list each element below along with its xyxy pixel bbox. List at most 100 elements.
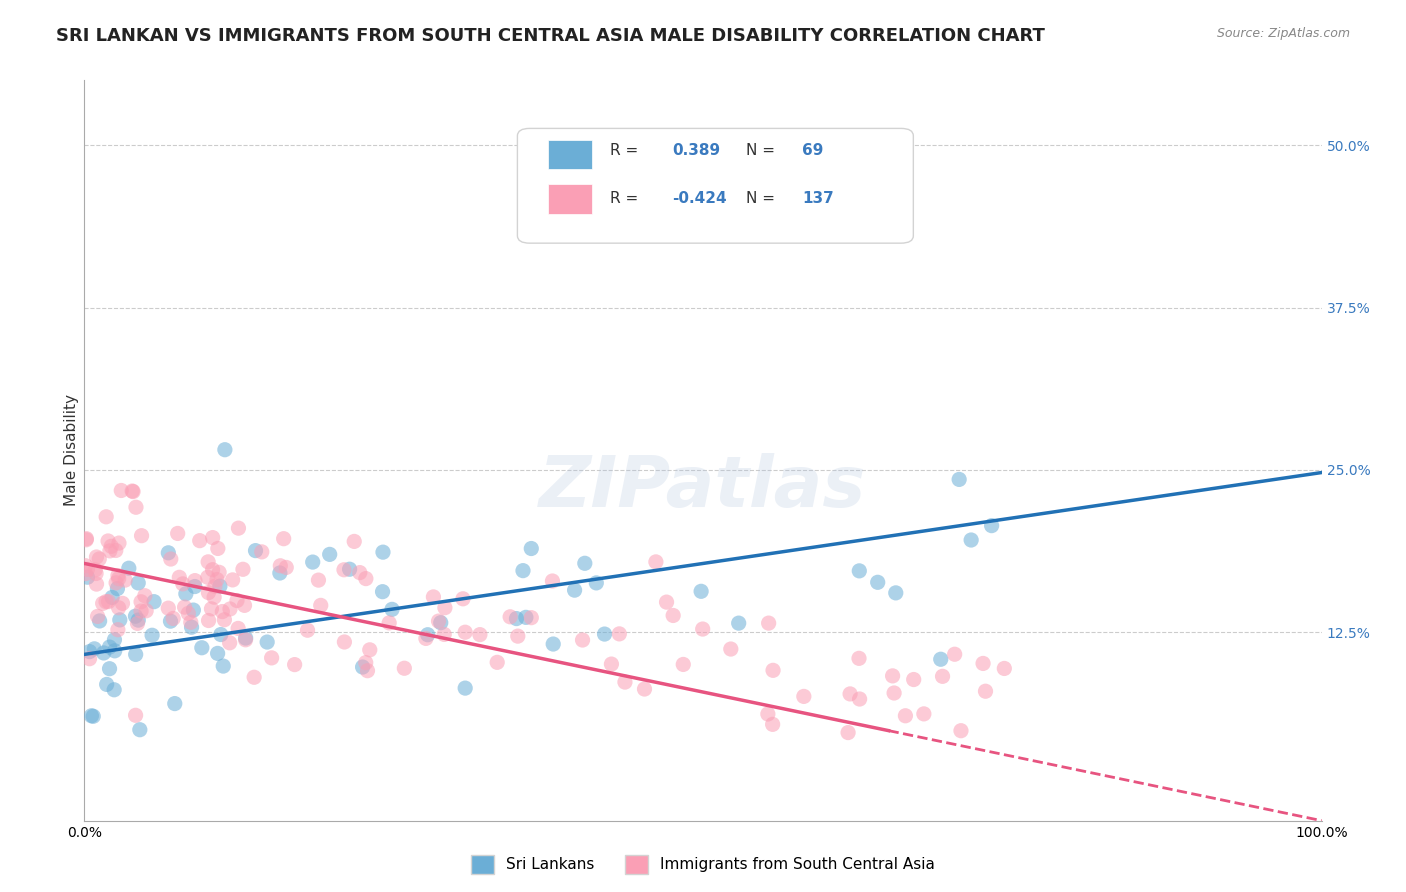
Point — [633, 681, 655, 696]
Point — [232, 562, 254, 576]
Point — [86, 577, 108, 591]
Point — [564, 583, 586, 598]
Point — [184, 580, 207, 594]
Point — [422, 590, 444, 604]
Point — [111, 596, 134, 610]
Point — [301, 555, 323, 569]
Point — [506, 629, 529, 643]
Point — [162, 611, 184, 625]
Point — [197, 585, 219, 599]
Point — [141, 628, 163, 642]
Point — [197, 614, 219, 628]
Point — [201, 531, 224, 545]
Point — [98, 544, 121, 558]
Point — [235, 631, 257, 645]
Point — [163, 697, 186, 711]
Point — [228, 521, 250, 535]
Point — [297, 624, 319, 638]
Point — [134, 589, 156, 603]
Point — [756, 706, 779, 721]
Point — [912, 706, 935, 721]
Point — [284, 657, 307, 672]
Point — [585, 575, 607, 590]
Point — [359, 643, 381, 657]
Point — [571, 633, 593, 648]
Point — [124, 609, 146, 624]
Point — [76, 570, 98, 584]
Point — [883, 686, 905, 700]
Point — [177, 607, 200, 621]
Point — [672, 657, 695, 672]
Text: N =: N = — [747, 143, 775, 158]
Text: N =: N = — [747, 191, 775, 206]
Point — [848, 692, 870, 706]
Point — [929, 652, 952, 666]
Point — [980, 518, 1002, 533]
Point — [931, 669, 953, 683]
Point — [593, 627, 616, 641]
Point — [204, 579, 226, 593]
Point — [121, 483, 143, 498]
Point — [354, 572, 377, 586]
Point — [960, 533, 983, 547]
Point — [245, 543, 267, 558]
Point — [884, 586, 907, 600]
Point — [125, 500, 148, 515]
Point — [352, 660, 374, 674]
Point — [212, 659, 235, 673]
Point — [173, 600, 195, 615]
Point — [200, 602, 222, 616]
Point — [218, 636, 240, 650]
Point — [208, 566, 231, 580]
Point — [157, 546, 180, 560]
Point — [75, 533, 97, 547]
Point — [427, 614, 450, 628]
Point — [97, 533, 120, 548]
Point — [127, 616, 149, 631]
Point — [250, 545, 273, 559]
Text: 69: 69 — [801, 143, 824, 158]
Point — [848, 564, 870, 578]
Point — [124, 648, 146, 662]
Point — [174, 587, 197, 601]
Point — [371, 584, 394, 599]
Point — [207, 541, 229, 556]
Point — [505, 611, 527, 625]
Point — [273, 532, 295, 546]
Point — [100, 539, 122, 553]
Text: -0.424: -0.424 — [672, 191, 727, 206]
Point — [105, 575, 128, 590]
Point — [209, 627, 232, 641]
Point — [243, 670, 266, 684]
Point — [974, 684, 997, 698]
Text: Source: ZipAtlas.com: Source: ZipAtlas.com — [1216, 27, 1350, 40]
Point — [972, 657, 994, 671]
Point — [79, 645, 101, 659]
Point — [882, 669, 904, 683]
Point — [80, 708, 103, 723]
Point — [839, 687, 862, 701]
Point — [124, 708, 146, 723]
Point — [205, 573, 228, 587]
Point — [108, 613, 131, 627]
Point — [82, 709, 104, 723]
Point — [86, 549, 108, 564]
Point — [256, 635, 278, 649]
Point — [607, 627, 630, 641]
Text: 0.389: 0.389 — [672, 143, 720, 158]
Point — [613, 675, 636, 690]
Point — [276, 560, 298, 574]
Point — [541, 574, 564, 588]
Point — [214, 613, 236, 627]
Point — [451, 591, 474, 606]
Point — [143, 595, 166, 609]
Point — [269, 566, 291, 580]
Point — [343, 534, 366, 549]
Point — [201, 563, 224, 577]
Point — [260, 651, 283, 665]
Point — [378, 615, 401, 630]
Point — [191, 640, 214, 655]
FancyBboxPatch shape — [548, 139, 592, 169]
Point — [662, 608, 685, 623]
Point — [107, 572, 129, 586]
